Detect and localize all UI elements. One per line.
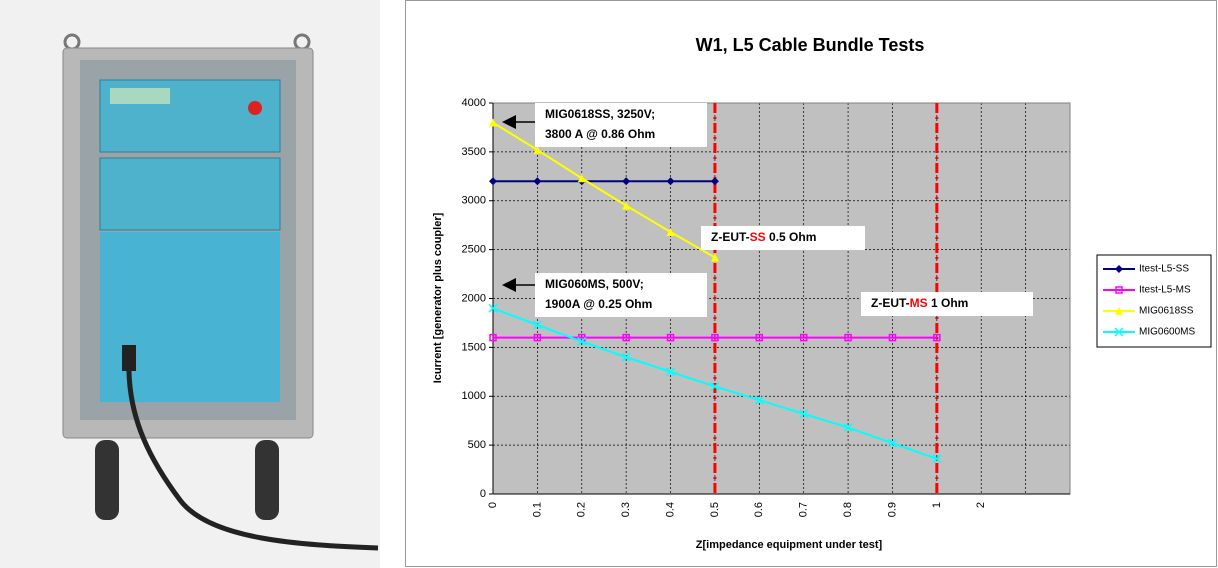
annotation-part: MIG060MS, 500V;: [545, 277, 644, 291]
marker: [887, 438, 897, 448]
product-photo: [0, 0, 380, 568]
y-tick-label: 1000: [462, 390, 486, 402]
x-tick-label: 0.7: [798, 502, 810, 517]
y-tick-label: 0: [480, 488, 486, 500]
marker: [489, 333, 497, 342]
legend-label: Itest-L5-SS: [1139, 264, 1189, 275]
chart: W1, L5 Cable Bundle Tests Z[impedance eq…: [405, 0, 1217, 567]
x-tick-label: 0: [487, 502, 499, 508]
annotation-text: Z-EUT-MS 1 Ohm: [871, 296, 968, 310]
marker: [666, 177, 675, 186]
marker: [622, 333, 630, 342]
annotation-box: [535, 273, 707, 317]
legend-marker: [1114, 327, 1124, 337]
annotation-part: Z-EUT-: [711, 230, 750, 244]
annotation-text: MIG0618SS, 3250V;: [545, 107, 655, 121]
marker: [622, 201, 631, 210]
annotation-part: 0.5 Ohm: [766, 230, 817, 244]
annotation-arrowhead: [502, 278, 516, 292]
x-tick-label: 0.2: [576, 502, 588, 517]
annotation-arrowhead: [502, 115, 516, 129]
annotation-text: MIG060MS, 500V;: [545, 277, 644, 291]
y-tick-label: 2500: [462, 244, 486, 256]
marker: [488, 303, 498, 313]
marker: [710, 253, 719, 262]
annotation-box: [861, 292, 1033, 316]
annotation-part: 1 Ohm: [928, 296, 969, 310]
legend-label: MIG0600MS: [1139, 327, 1195, 338]
wheel: [95, 440, 119, 520]
legend-label: MIG0618SS: [1139, 306, 1194, 317]
annotation-part: Z-EUT-: [871, 296, 910, 310]
x-tick-label: 0.5: [709, 502, 721, 517]
x-tick-label: 1: [931, 502, 943, 508]
marker: [755, 333, 764, 342]
connector: [122, 345, 136, 371]
marker: [844, 333, 852, 342]
marker: [799, 333, 808, 342]
display: [110, 88, 170, 104]
marker: [533, 145, 542, 154]
annotation-box: [535, 103, 707, 147]
legend-label: Itest-L5-MS: [1139, 285, 1191, 296]
y-tick-label: 1500: [462, 341, 486, 353]
x-tick-label: 0.6: [753, 502, 765, 517]
marker: [932, 454, 942, 464]
annotation-part: MIG0618SS, 3250V;: [545, 107, 655, 121]
annotation-box: [701, 226, 865, 250]
y-tick-label: 2000: [462, 292, 486, 304]
marker: [533, 177, 542, 186]
annotation-part: 1900A @ 0.25 Ohm: [545, 297, 652, 311]
y-tick-label: 3500: [462, 146, 486, 158]
marker: [666, 367, 676, 377]
legend-marker: [1115, 265, 1123, 273]
marker: [532, 320, 542, 330]
marker: [577, 336, 587, 347]
marker: [933, 333, 941, 342]
annotation-part: 3800 A @ 0.86 Ohm: [545, 127, 655, 141]
annotation-text: 1900A @ 0.25 Ohm: [545, 297, 652, 311]
marker: [622, 177, 631, 186]
annotation-part: MS: [910, 296, 928, 310]
marker: [799, 409, 809, 419]
marker: [843, 422, 853, 433]
marker: [710, 381, 720, 392]
x-axis-title: Z[impedance equipment under test]: [696, 539, 883, 551]
x-tick-label: 0.3: [620, 502, 632, 517]
x-tick-label: 0.4: [664, 502, 676, 517]
annotation-text: 3800 A @ 0.86 Ohm: [545, 127, 655, 141]
marker: [666, 228, 675, 237]
marker: [533, 333, 542, 342]
legend-marker: [1115, 286, 1123, 294]
marker: [621, 352, 631, 362]
wheel: [255, 440, 279, 520]
marker: [666, 333, 675, 342]
x-tick-label: 2: [975, 502, 987, 508]
y-tick-label: 3000: [462, 195, 486, 207]
marker: [754, 395, 764, 405]
x-tick-label: 0.1: [531, 502, 543, 517]
stop-button: [248, 101, 262, 115]
marker: [489, 118, 497, 127]
y-axis-title: Icurrent [generator plus coupler]: [432, 212, 444, 383]
chart-title: W1, L5 Cable Bundle Tests: [696, 35, 925, 55]
series-line: [492, 121, 716, 259]
x-tick-label: 0.9: [886, 502, 898, 517]
marker: [711, 333, 719, 342]
marker: [489, 177, 497, 186]
y-tick-label: 4000: [462, 97, 486, 109]
marker: [710, 177, 719, 186]
annotation-text: Z-EUT-SS 0.5 Ohm: [711, 230, 816, 244]
x-tick-label: 0.8: [842, 502, 854, 517]
legend-marker: [1115, 307, 1123, 315]
marker: [888, 333, 897, 342]
marker: [577, 174, 586, 183]
annotation-part: SS: [750, 230, 766, 244]
panel-lower: [99, 157, 281, 231]
y-tick-label: 500: [468, 439, 486, 451]
cable: [126, 370, 379, 551]
